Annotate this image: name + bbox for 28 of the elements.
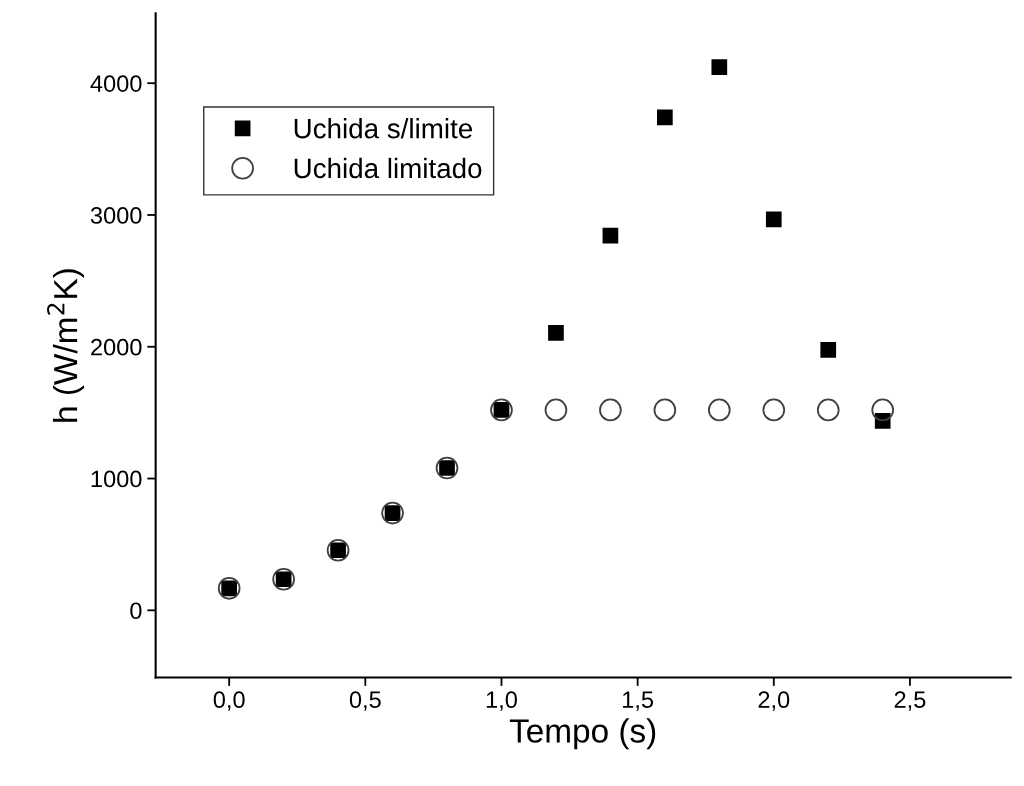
x-tick-label: 0,5 — [349, 691, 381, 711]
point — [544, 398, 568, 422]
y-tick-label: 1000 — [91, 470, 142, 488]
point — [707, 398, 731, 422]
y-tick-label: 0 — [130, 602, 142, 620]
point — [602, 227, 619, 244]
x-tick-label: 1,0 — [486, 691, 517, 711]
legend-label: Uchida s/limite — [294, 118, 472, 139]
legend-label: Uchida limitado — [294, 157, 482, 179]
point — [657, 109, 673, 126]
point — [816, 398, 840, 422]
point — [653, 398, 677, 422]
point — [548, 324, 564, 341]
point — [599, 398, 622, 422]
point — [711, 59, 728, 75]
point — [762, 398, 786, 422]
y-tick-label: 4000 — [90, 75, 142, 92]
x-tick-label: 2,0 — [758, 691, 790, 711]
y-axis-title: h (W/m$^{2}$K) — [47, 269, 85, 422]
x-tick-label: 1,5 — [623, 691, 654, 711]
point — [765, 211, 782, 228]
y-tick-label: 2000 — [91, 338, 142, 356]
point — [820, 341, 837, 358]
x-axis-title: Tempo (s) — [509, 718, 656, 750]
point — [871, 398, 895, 422]
y-tick-label: 3000 — [90, 207, 142, 224]
x-tick-label: 0,0 — [213, 691, 245, 711]
x-tick-label: 2,5 — [894, 691, 926, 711]
